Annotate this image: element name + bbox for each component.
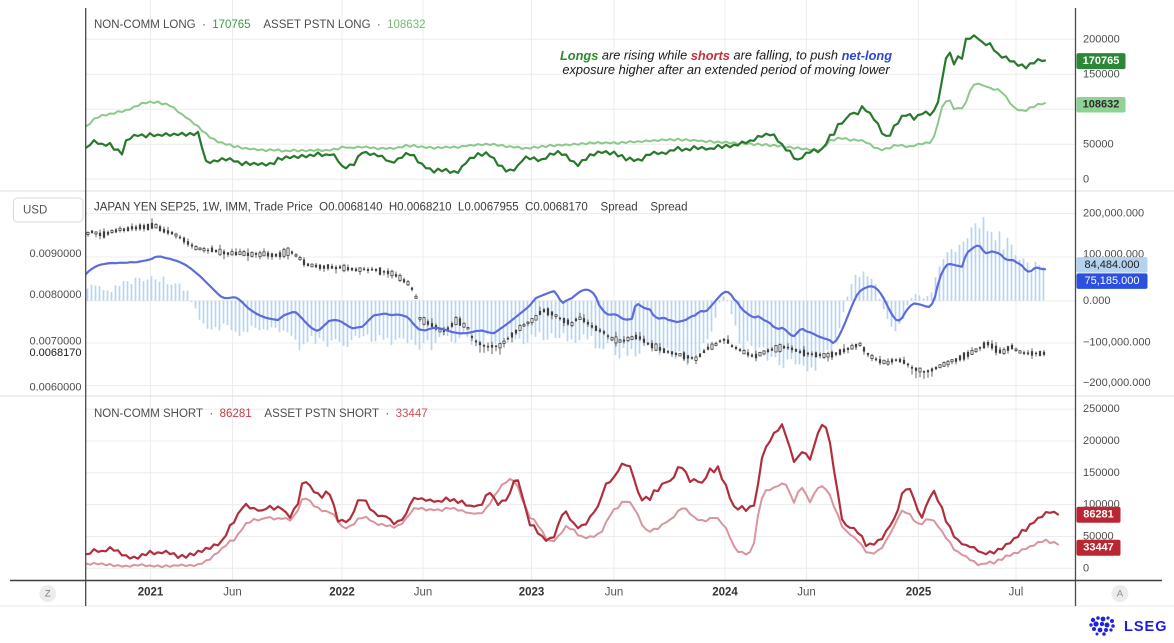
svg-text:0.0070000: 0.0070000 bbox=[30, 336, 82, 348]
svg-text:170765: 170765 bbox=[1083, 55, 1120, 67]
svg-text:NON-COMM SHORT · 86281 AS: NON-COMM SHORT · 86281 ASSET PSTN SHORT … bbox=[94, 408, 428, 420]
svg-text:100,000.000: 100,000.000 bbox=[1083, 248, 1144, 260]
svg-text:2023: 2023 bbox=[519, 587, 545, 599]
svg-text:0: 0 bbox=[1083, 562, 1089, 574]
svg-text:150000: 150000 bbox=[1083, 467, 1120, 479]
svg-text:86281: 86281 bbox=[1083, 509, 1114, 521]
svg-text:2022: 2022 bbox=[329, 587, 355, 599]
svg-text:33447: 33447 bbox=[1083, 542, 1114, 554]
svg-text:50000: 50000 bbox=[1083, 138, 1114, 150]
svg-text:JAPAN YEN SEP25, 1W, IMM, Trad: JAPAN YEN SEP25, 1W, IMM, Trade Price O0… bbox=[94, 202, 687, 214]
svg-text:exposure higher after an exten: exposure higher after an extended period… bbox=[562, 62, 890, 77]
svg-text:0.0080000: 0.0080000 bbox=[30, 289, 82, 301]
svg-text:200,000.000: 200,000.000 bbox=[1083, 208, 1144, 220]
svg-text:Longs are rising while shorts: Longs are rising while shorts are fallin… bbox=[560, 47, 892, 62]
svg-text:84,484.000: 84,484.000 bbox=[1084, 259, 1139, 271]
svg-text:USD: USD bbox=[23, 205, 47, 217]
svg-text:Jun: Jun bbox=[223, 587, 242, 599]
svg-text:LSEG: LSEG bbox=[1124, 619, 1167, 635]
svg-text:75,185.000: 75,185.000 bbox=[1084, 275, 1139, 287]
svg-text:250000: 250000 bbox=[1083, 403, 1120, 415]
svg-text:Z: Z bbox=[45, 589, 51, 600]
svg-text:Jul: Jul bbox=[1009, 587, 1024, 599]
svg-text:−200,000.000: −200,000.000 bbox=[1083, 377, 1151, 389]
svg-text:0.0060000: 0.0060000 bbox=[30, 381, 82, 393]
svg-text:NON-COMM LONG · 170765 AS: NON-COMM LONG · 170765 ASSET PSTN LONG ·… bbox=[94, 19, 426, 31]
svg-text:50000: 50000 bbox=[1083, 531, 1114, 543]
svg-text:0.000: 0.000 bbox=[1083, 295, 1111, 307]
svg-text:0.0090000: 0.0090000 bbox=[30, 248, 82, 260]
svg-text:Jun: Jun bbox=[797, 587, 816, 599]
svg-text:200000: 200000 bbox=[1083, 435, 1120, 447]
svg-text:2024: 2024 bbox=[712, 587, 738, 599]
svg-text:150000: 150000 bbox=[1083, 68, 1120, 80]
svg-text:108632: 108632 bbox=[1083, 99, 1120, 111]
svg-text:A: A bbox=[1117, 589, 1124, 600]
svg-text:−100,000.000: −100,000.000 bbox=[1083, 336, 1151, 348]
svg-text:200000: 200000 bbox=[1083, 33, 1120, 45]
svg-text:Jun: Jun bbox=[414, 587, 433, 599]
svg-text:Jun: Jun bbox=[605, 587, 624, 599]
svg-text:2021: 2021 bbox=[138, 587, 164, 599]
svg-text:0.0068170: 0.0068170 bbox=[30, 347, 82, 359]
svg-text:0: 0 bbox=[1083, 173, 1089, 185]
svg-text:2025: 2025 bbox=[906, 587, 932, 599]
